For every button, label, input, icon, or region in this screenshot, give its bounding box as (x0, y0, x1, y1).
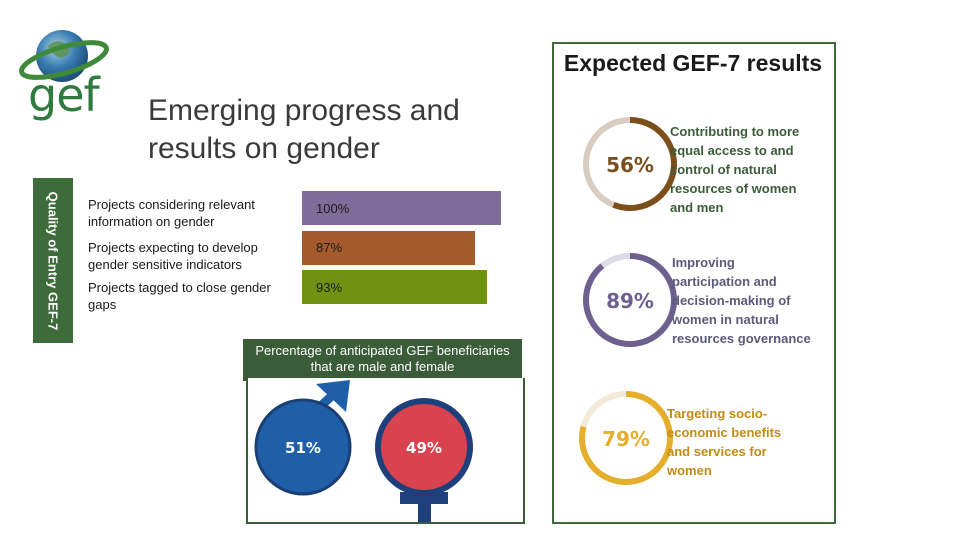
bar-value-2: 87% (316, 240, 343, 255)
female-circle (375, 398, 473, 496)
result-text-1: Contributing to more equal access to and… (670, 124, 800, 215)
results-panel (552, 42, 836, 524)
ring-arc (583, 117, 677, 211)
ring-pct: 79% (602, 427, 650, 451)
result-text-3: Targeting socio-economic benefits and se… (667, 406, 782, 478)
bar-considering-info (302, 191, 501, 225)
gef-logo (19, 30, 109, 82)
female-pct-label: 49% (406, 439, 442, 457)
bar-value-1: 100% (316, 201, 350, 216)
beneficiaries-header-text: Percentage of anticipated GEF beneficiar… (255, 343, 510, 374)
ring-89: 89% (583, 253, 677, 347)
page-title: Emerging progress and results on gender (148, 94, 460, 165)
ring-pct: 56% (606, 153, 654, 177)
female-cross-bar (400, 492, 448, 504)
side-tab-label: Quality of Entry GEF-7 (45, 191, 61, 330)
results-title: Expected GEF-7 results (563, 50, 823, 76)
bar-label-3: Projects tagged to close gender gaps (88, 280, 271, 312)
male-circle (254, 398, 352, 496)
ring-arc (579, 391, 673, 485)
bar-gender-indicators (302, 231, 475, 265)
ring-arc (583, 253, 677, 347)
ring-pct: 89% (606, 289, 654, 313)
logo-text: gef (28, 68, 100, 122)
male-pct-label: 51% (285, 439, 321, 457)
ring-79: 79% (579, 391, 673, 485)
bar-close-gaps (302, 270, 487, 304)
side-tab: Quality of Entry GEF-7 (33, 178, 73, 343)
male-arrow-head (316, 380, 350, 412)
result-text-2: Improving participation and decision-mak… (672, 255, 811, 346)
gender-symbols: 51% 49% (254, 380, 473, 522)
bar-value-3: 93% (316, 280, 343, 295)
bar-label-1: Projects considering relevant informatio… (88, 197, 255, 229)
ring-56: 56% (583, 117, 677, 211)
bar-label-2: Projects expecting to develop gender sen… (88, 240, 258, 272)
beneficiaries-header: Percentage of anticipated GEF beneficiar… (243, 339, 522, 381)
